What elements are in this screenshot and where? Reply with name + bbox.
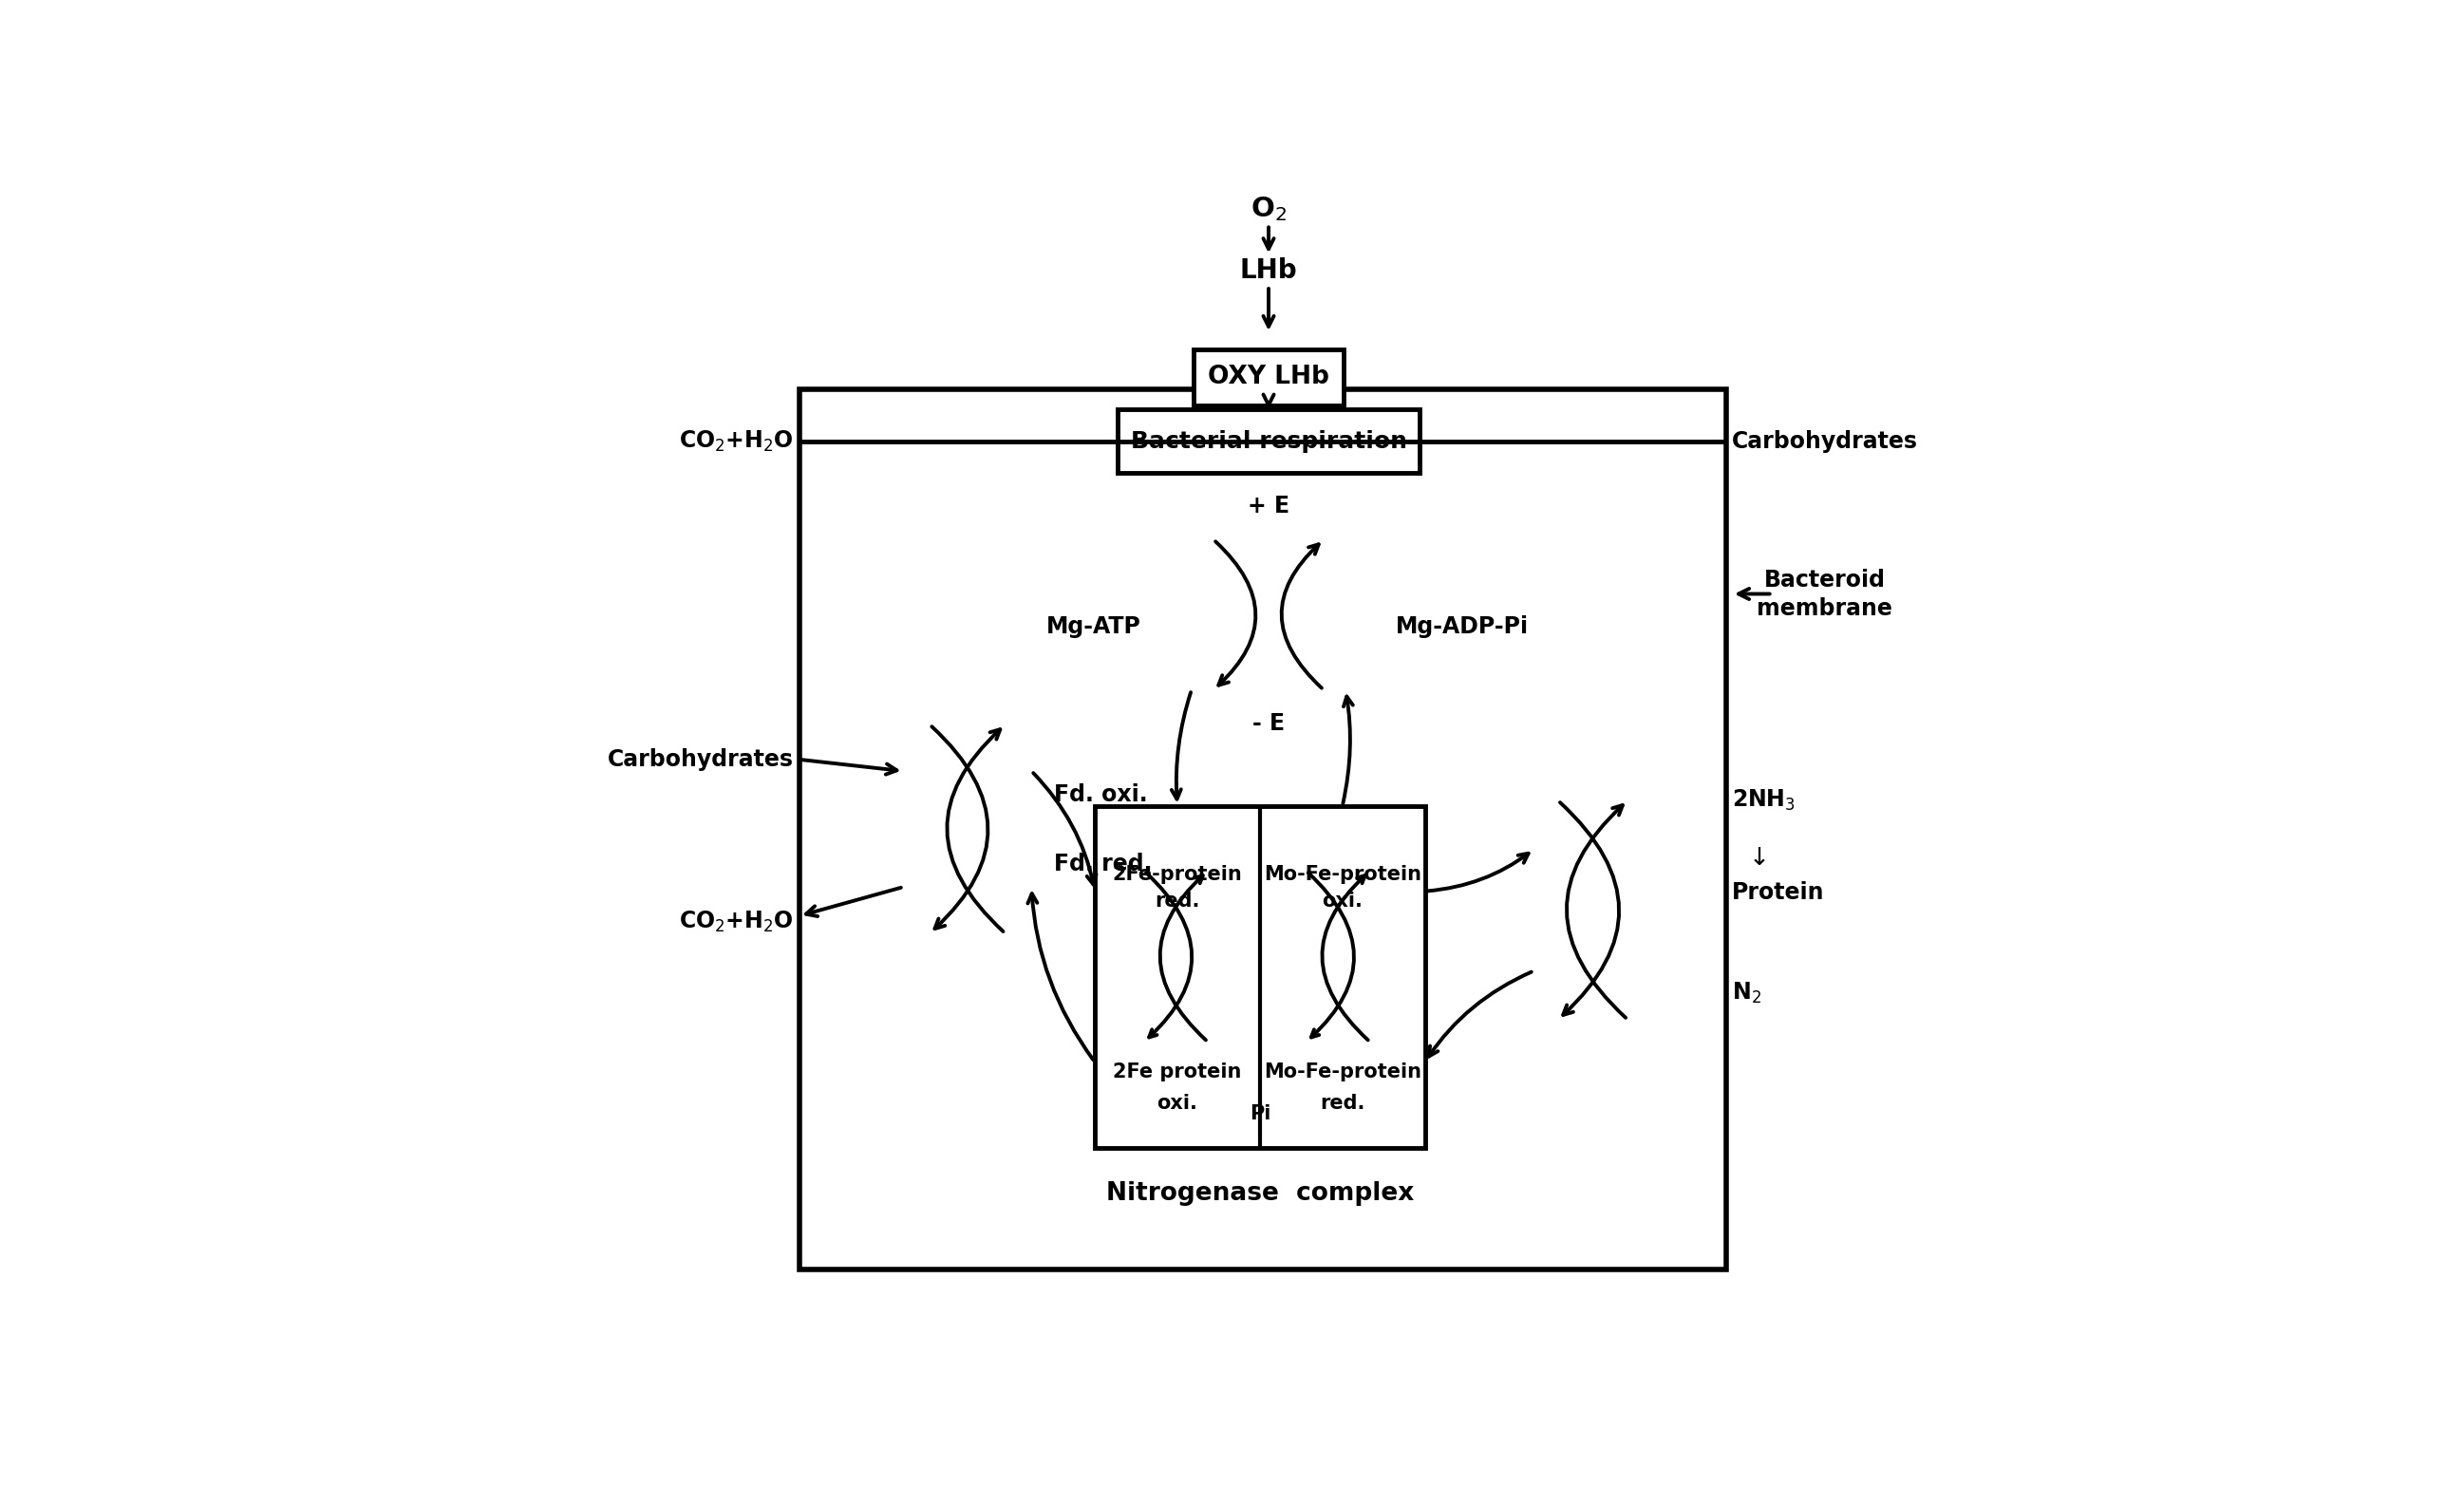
Text: Mo-Fe-protein: Mo-Fe-protein — [1264, 865, 1422, 884]
Text: Fd. oxi.: Fd. oxi. — [1055, 784, 1148, 806]
Text: $\downarrow$: $\downarrow$ — [1745, 845, 1767, 871]
Text: Bacterial respiration: Bacterial respiration — [1131, 430, 1407, 453]
Text: 2Fe protein: 2Fe protein — [1114, 1063, 1242, 1081]
Text: + E: + E — [1247, 495, 1289, 517]
Bar — [1193, 349, 1343, 405]
Text: CO$_2$+H$_2$O: CO$_2$+H$_2$O — [680, 910, 793, 934]
Text: Mo-Fe-protein: Mo-Fe-protein — [1264, 1063, 1422, 1081]
Text: N$_2$: N$_2$ — [1732, 981, 1762, 1006]
Text: Pi: Pi — [1249, 1104, 1271, 1123]
Text: 2NH$_3$: 2NH$_3$ — [1732, 788, 1796, 812]
Text: oxi.: oxi. — [1323, 892, 1363, 911]
Text: - E: - E — [1252, 713, 1284, 735]
Text: 2Fe-protein: 2Fe-protein — [1111, 865, 1242, 884]
Text: Mg-ADP-Pi: Mg-ADP-Pi — [1397, 615, 1530, 638]
Bar — [1094, 806, 1424, 1148]
Bar — [1119, 409, 1419, 472]
Text: Carbohydrates: Carbohydrates — [1732, 430, 1917, 453]
Text: membrane: membrane — [1757, 597, 1892, 620]
Text: LHb: LHb — [1239, 257, 1299, 284]
Text: OXY LHb: OXY LHb — [1207, 365, 1328, 390]
Text: red.: red. — [1156, 892, 1200, 911]
Text: Carbohydrates: Carbohydrates — [609, 747, 793, 772]
Text: Bacteroid: Bacteroid — [1764, 569, 1885, 591]
Text: Mg-ATP: Mg-ATP — [1047, 615, 1141, 638]
Text: CO$_2$+H$_2$O: CO$_2$+H$_2$O — [680, 429, 793, 454]
Text: red.: red. — [1321, 1093, 1365, 1113]
Text: oxi.: oxi. — [1158, 1093, 1198, 1113]
Text: O$_2$: O$_2$ — [1252, 196, 1286, 224]
Text: Fd. red.: Fd. red. — [1055, 853, 1153, 875]
Bar — [798, 390, 1727, 1269]
Text: Protein: Protein — [1732, 881, 1823, 904]
Text: Nitrogenase  complex: Nitrogenase complex — [1106, 1182, 1414, 1206]
